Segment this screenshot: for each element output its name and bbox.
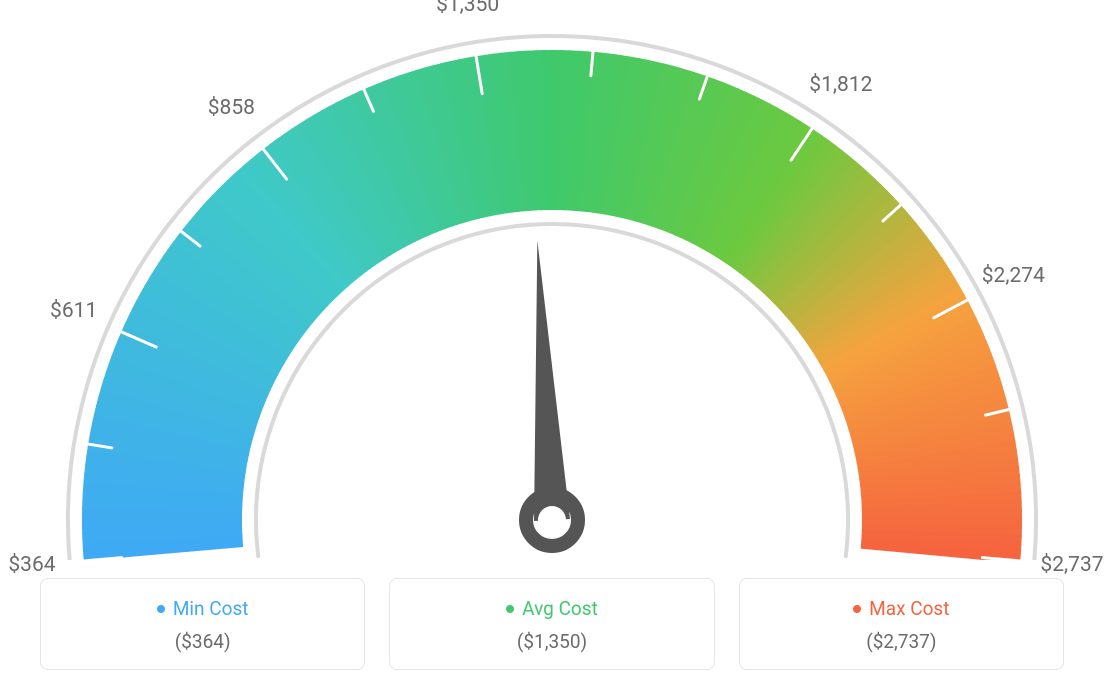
gauge-tick-label: $2,274 (982, 264, 1045, 288)
legend-label-avg: Avg Cost (522, 597, 598, 620)
cost-gauge-widget: $364 $611 $858 $1,350 $1,812 $2,274 $2,737 Min… (0, 0, 1104, 690)
gauge-tick-label: $2,737 (1040, 553, 1103, 577)
legend-card-max: Max Cost ($2,737) (739, 578, 1064, 670)
gauge-tick-label: $858 (208, 96, 255, 120)
dot-icon (853, 605, 861, 613)
legend-row: Min Cost ($364) Avg Cost ($1,350) Max Co… (40, 578, 1064, 670)
legend-label-min: Min Cost (173, 597, 249, 620)
gauge-tick-label: $611 (50, 299, 97, 323)
gauge-tick-label: $1,812 (809, 73, 872, 97)
legend-value-avg: ($1,350) (402, 630, 701, 653)
gauge-svg (0, 0, 1104, 560)
legend-card-avg: Avg Cost ($1,350) (389, 578, 714, 670)
gauge-tick-label: $1,350 (436, 0, 499, 17)
legend-value-max: ($2,737) (752, 630, 1051, 653)
legend-title-min: Min Cost (157, 597, 249, 620)
legend-card-min: Min Cost ($364) (40, 578, 365, 670)
dot-icon (506, 605, 514, 613)
gauge-area: $364$611$858$1,350$1,812$2,274$2,737 (0, 0, 1104, 560)
legend-label-max: Max Cost (869, 597, 949, 620)
legend-title-avg: Avg Cost (506, 597, 598, 620)
gauge-needle-hub-inner (538, 506, 566, 534)
gauge-needle (534, 240, 570, 521)
legend-title-max: Max Cost (853, 597, 949, 620)
legend-value-min: ($364) (53, 630, 352, 653)
gauge-tick-label: $364 (8, 553, 55, 577)
dot-icon (157, 605, 165, 613)
